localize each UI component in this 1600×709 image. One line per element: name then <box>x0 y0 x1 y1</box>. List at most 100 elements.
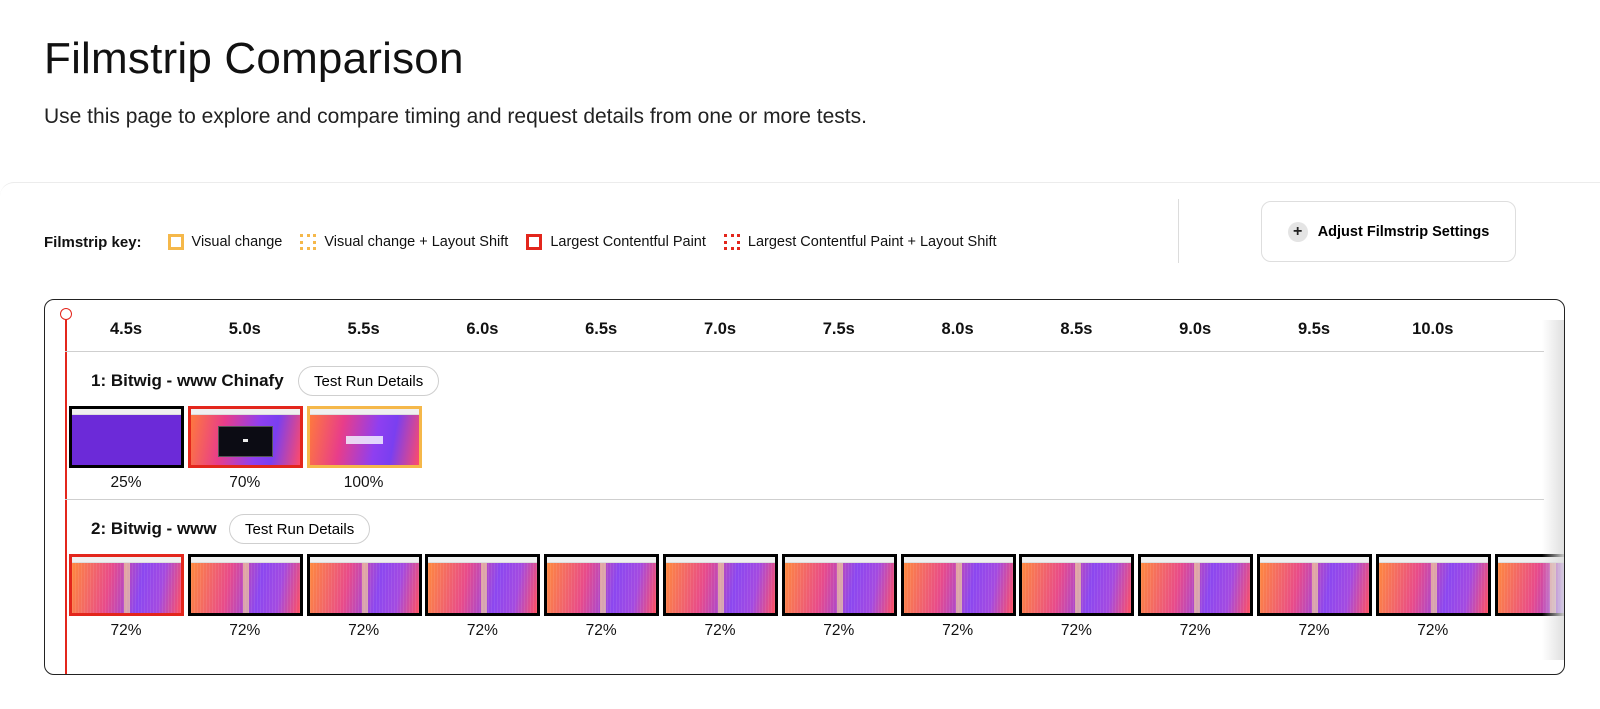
adjust-filmstrip-settings-label: Adjust Filmstrip Settings <box>1317 223 1490 240</box>
frame-thumbnail <box>784 557 894 613</box>
frame-browser-bar <box>190 557 300 563</box>
timeline-tick: 5.5s <box>347 320 380 338</box>
frame-browser-bar <box>547 557 657 563</box>
frame-visual-progress: 72% <box>229 622 261 639</box>
playhead-handle[interactable] <box>60 308 72 320</box>
frame-glow <box>1193 563 1200 613</box>
filmstrip-frame[interactable] <box>663 554 778 616</box>
frame-browser-bar <box>784 557 894 563</box>
timeline-tick: 9.5s <box>1297 320 1331 338</box>
frame-browser-bar <box>666 557 775 563</box>
frame-visual-progress: 72% <box>110 622 142 639</box>
frame-visual-progress: 25% <box>110 474 142 491</box>
frame-glow <box>1312 563 1319 613</box>
filmstrip-frame[interactable] <box>1138 554 1254 616</box>
frame-glow <box>124 563 131 613</box>
frame-browser-bar <box>309 557 419 563</box>
filmstrip-frame[interactable] <box>69 406 184 468</box>
filmstrip-frame[interactable] <box>306 554 422 616</box>
filmstrip-frame[interactable] <box>306 406 422 468</box>
filmstrip-frame[interactable] <box>1375 554 1491 616</box>
frame-thumbnail <box>190 409 300 465</box>
frame-visual-progress: 72% <box>1179 622 1211 639</box>
frame-light-box <box>345 435 383 444</box>
filmstrip-viewer[interactable]: 4.5s 5.0s 5.5s 6.0s 6.5s 7.0s 7.5s 8.0s 8.5s 9.0s… <box>44 299 1565 675</box>
timeline-tick: 6.0s <box>466 320 499 338</box>
frame-glow <box>599 563 606 613</box>
lcp-swatch-icon <box>526 234 543 250</box>
filmstrip-frame[interactable] <box>781 554 897 616</box>
filmstrip-frame[interactable] <box>900 554 1016 616</box>
frame-browser-bar <box>1022 557 1132 563</box>
frame-thumbnail <box>1378 557 1488 613</box>
frame-thumbnail <box>72 557 181 613</box>
frame-dot <box>243 438 249 442</box>
timeline-tick: 10.0s <box>1412 320 1454 338</box>
key-lcp-layout-shift: Largest Contentful Paint + Layout Shift <box>723 234 997 250</box>
frame-visual-progress: 72% <box>1298 622 1330 639</box>
frame-dark-box <box>218 425 273 458</box>
timeline-tick: 5.0s <box>228 320 261 338</box>
frame-browser-bar <box>428 557 538 563</box>
filmstrip-frame[interactable] <box>69 554 184 616</box>
page-subtitle: Use this page to explore and compare tim… <box>44 105 867 128</box>
test-run-details-button[interactable]: Test Run Details <box>229 514 371 544</box>
frame-browser-bar <box>903 557 1013 563</box>
frame-browser-bar <box>190 409 300 415</box>
frame-visual-progress: 100% <box>343 474 384 491</box>
frame-thumbnail <box>1141 557 1251 613</box>
filmstrip-frame[interactable] <box>187 406 303 468</box>
key-visual-change-layout-shift: Visual change + Layout Shift <box>300 234 508 250</box>
filmstrip-frame[interactable] <box>1019 554 1135 616</box>
frame-visual-progress: 72% <box>1060 622 1092 639</box>
frame-thumbnail <box>547 557 657 613</box>
frame-glow <box>243 563 250 613</box>
timeline-tick: 7.5s <box>822 320 855 338</box>
frame-glow <box>361 563 368 613</box>
plus-icon: + <box>1287 221 1308 242</box>
filmstrip-frame[interactable] <box>1257 554 1372 616</box>
timeline-divider <box>65 351 1544 352</box>
frame-glow <box>1431 563 1438 613</box>
page-title: Filmstrip Comparison <box>44 34 464 83</box>
filmstrip-frame[interactable] <box>544 554 660 616</box>
frame-thumbnail <box>309 557 419 613</box>
filmstrip-frame[interactable] <box>425 554 541 616</box>
filmstrip-key: Filmstrip key: Visual change Visual chan… <box>44 228 1015 256</box>
frame-thumbnail <box>1260 557 1369 613</box>
frame-thumbnail <box>903 557 1013 613</box>
timeline-tick: 7.0s <box>703 320 737 338</box>
page-header: Filmstrip Comparison Use this page to ex… <box>0 0 1600 182</box>
frame-visual-progress: 72% <box>704 622 736 639</box>
frame-thumbnail <box>1022 557 1132 613</box>
frame-visual-progress: 72% <box>1417 622 1449 639</box>
frame-browser-bar <box>1141 557 1251 563</box>
timeline-tick: 4.5s <box>109 320 143 338</box>
frame-thumbnail <box>72 409 181 465</box>
playhead-line[interactable] <box>65 314 67 674</box>
key-lcp: Largest Contentful Paint <box>526 234 706 250</box>
frame-glow <box>480 563 487 613</box>
test-row-title: 1: Bitwig - www Chinafy <box>91 371 284 390</box>
adjust-filmstrip-settings-button[interactable]: + Adjust Filmstrip Settings <box>1261 201 1516 262</box>
timeline-tick: 6.5s <box>585 320 618 338</box>
header-divider <box>1178 199 1179 263</box>
frame-thumbnail <box>190 557 300 613</box>
filmstrip-frame[interactable] <box>187 554 303 616</box>
key-item-label: Visual change <box>191 234 283 250</box>
frame-visual-progress: 72% <box>942 622 974 639</box>
frame-thumbnail <box>428 557 538 613</box>
frame-browser-bar <box>72 409 181 415</box>
frame-visual-progress: 72% <box>823 622 855 639</box>
frame-glow <box>837 563 844 613</box>
key-item-label: Largest Contentful Paint + Layout Shift <box>747 234 997 250</box>
frame-browser-bar <box>1260 557 1369 563</box>
frame-visual-progress: 70% <box>229 474 261 491</box>
key-item-label: Largest Contentful Paint <box>550 234 706 250</box>
key-item-label: Visual change + Layout Shift <box>324 234 509 250</box>
frame-glow <box>955 563 962 613</box>
frame-browser-bar <box>72 557 181 563</box>
frame-visual-progress: 72% <box>466 622 498 639</box>
test-run-details-button[interactable]: Test Run Details <box>298 366 440 396</box>
frame-glow <box>1074 563 1081 613</box>
